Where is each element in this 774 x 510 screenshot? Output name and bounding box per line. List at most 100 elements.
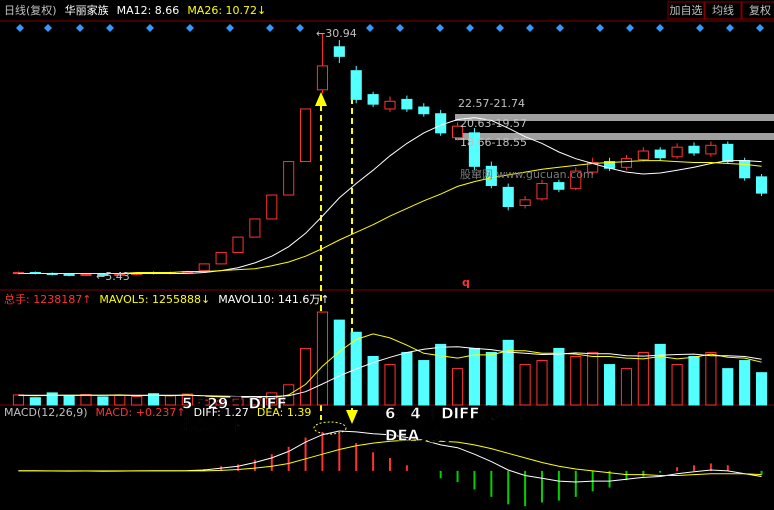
volume-bar xyxy=(620,368,633,406)
toolbar-label[interactable]: 复权 xyxy=(749,3,771,17)
line xyxy=(18,160,762,274)
candle-body xyxy=(350,70,362,100)
candle-body xyxy=(570,170,582,189)
annotation: q xyxy=(462,276,470,289)
volume-bar xyxy=(147,393,160,406)
legend-label: MAVOL5: 1255888↓ xyxy=(99,293,210,306)
volume-bar xyxy=(181,393,193,406)
volume-bar xyxy=(367,356,379,406)
annotation: ←5.43 xyxy=(96,270,130,283)
annotation: 5月29日 DIFF xyxy=(182,395,287,413)
toolbar-button[interactable] xyxy=(667,1,705,20)
legend-label: MA26: 10.72↓ xyxy=(187,4,266,17)
candle-body xyxy=(671,146,683,158)
annotation: 22.57-21.74 xyxy=(458,97,525,110)
volume-bar xyxy=(418,360,430,406)
volume-bar xyxy=(131,396,143,406)
candle-body xyxy=(283,161,295,196)
candle-body xyxy=(266,194,278,220)
signal-diamonds xyxy=(16,24,764,32)
volume-bar xyxy=(198,399,210,406)
volume-bar xyxy=(739,360,751,406)
volume-bar xyxy=(316,311,329,406)
candle-body xyxy=(451,125,464,139)
line xyxy=(18,346,762,397)
volume-bar xyxy=(755,372,768,406)
candle-body xyxy=(198,263,210,272)
candle-body xyxy=(333,46,345,57)
volume-bar xyxy=(97,396,109,406)
volume-bar xyxy=(215,400,227,406)
annotation: 6月4日 DIFF快线与 xyxy=(385,405,525,423)
candle-body xyxy=(316,65,329,91)
legend-label: MA12: 8.66 xyxy=(117,4,180,17)
toolbar-button[interactable] xyxy=(741,1,774,20)
candle-body xyxy=(468,132,481,167)
candle-body xyxy=(435,113,447,134)
candle-body xyxy=(63,273,75,276)
legend-label: 总手: 1238187↑ xyxy=(4,292,91,306)
line xyxy=(18,439,762,476)
volume-bar xyxy=(722,368,734,406)
legend-label: DIFF: 1.27 xyxy=(194,406,249,419)
volume-bar xyxy=(637,351,649,406)
toolbar-button[interactable] xyxy=(704,1,742,20)
volume-bar xyxy=(401,351,413,406)
candle-body xyxy=(654,149,666,159)
legend-label: MAVOL10: 141.6万↑ xyxy=(218,293,329,306)
annotation: 20.63-19.57 xyxy=(460,117,527,130)
range-bar xyxy=(455,133,774,140)
annotation: 拐头向下 xyxy=(182,417,242,435)
candle-body xyxy=(519,199,531,207)
volume-bar xyxy=(114,394,126,406)
candle-body xyxy=(215,251,227,265)
legend-label: DEA: 1.39 xyxy=(257,406,311,419)
candle-body xyxy=(620,158,633,168)
volume-bar xyxy=(266,392,278,406)
volume-bar xyxy=(299,347,312,406)
candle-body xyxy=(384,100,396,110)
annotation: 股窜网 www.gucuan.com xyxy=(460,167,594,181)
volume-bar xyxy=(164,395,177,406)
toolbar: 加自选 均线 复权 xyxy=(667,1,774,20)
legend-label: 华丽家族 xyxy=(65,3,109,17)
candle-body xyxy=(299,108,312,163)
volume-bar xyxy=(570,356,582,406)
annotation: ←30.94 xyxy=(316,27,357,40)
volume-bar xyxy=(485,351,497,406)
volume-bar xyxy=(688,356,700,406)
volume-bar xyxy=(435,343,447,406)
line xyxy=(18,117,762,274)
volume-bar xyxy=(232,398,244,406)
volume-bar xyxy=(468,347,481,406)
candle-body xyxy=(587,162,599,173)
candle-body xyxy=(502,186,514,208)
candle-body xyxy=(418,106,430,115)
volume-bar xyxy=(587,351,599,406)
legend-label: MACD: +0.237↑ xyxy=(96,406,186,419)
annotation: DEA交叉 xyxy=(385,427,450,445)
candle-body xyxy=(637,150,649,161)
candle-body xyxy=(232,236,244,253)
highlight-ellipse xyxy=(313,421,347,435)
volume-bar xyxy=(705,351,717,406)
range-bar xyxy=(455,114,774,121)
toolbar-label[interactable]: 加自选 xyxy=(670,4,703,17)
toolbar-label[interactable]: 均线 xyxy=(712,3,734,17)
volume-bar xyxy=(654,343,666,406)
candle-body xyxy=(553,182,565,190)
candle-body xyxy=(739,160,751,179)
volume-bar xyxy=(451,368,464,406)
volume-bar xyxy=(502,339,514,406)
candle-body xyxy=(755,176,768,194)
volume-bar xyxy=(80,393,92,406)
candle-body xyxy=(249,218,261,238)
volume-bar xyxy=(12,394,25,406)
volume-bar xyxy=(384,364,396,406)
volume-bar xyxy=(29,397,41,406)
candle-body xyxy=(722,143,734,163)
volume-bar xyxy=(603,364,616,406)
volume-bar xyxy=(333,319,345,406)
